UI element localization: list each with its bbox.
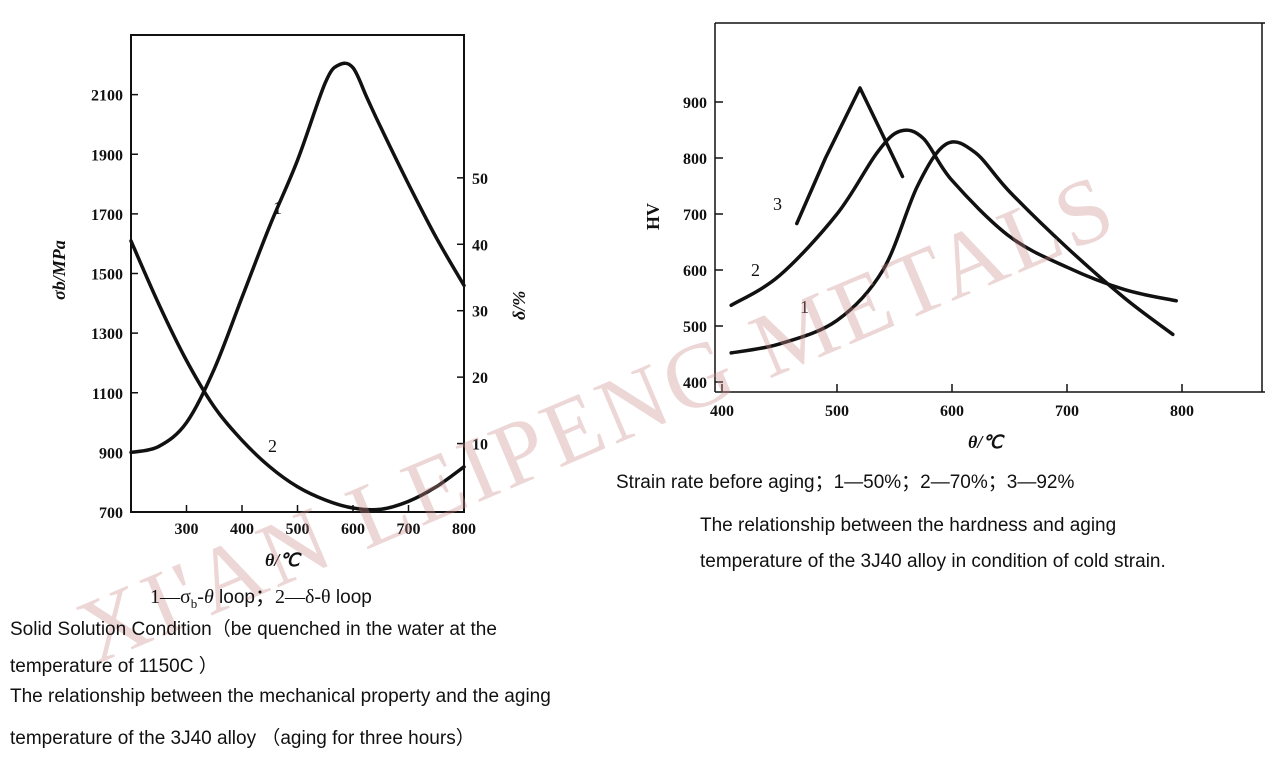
right-x-tick-label: 600 xyxy=(940,403,964,420)
right-x-tick-label: 700 xyxy=(1055,403,1079,420)
right-chart-series xyxy=(729,86,1179,355)
left-x-tick-label: 300 xyxy=(175,521,199,538)
right-caption-line-1: The relationship between the hardness an… xyxy=(700,515,1117,536)
right-x-tick-label: 800 xyxy=(1170,403,1194,420)
right-x-tick-label: 500 xyxy=(825,403,849,420)
left-x-tick-label: 400 xyxy=(230,521,254,538)
left-y-tick-label: 1500 xyxy=(91,267,123,284)
legend-part-sep: ；2—δ-θ xyxy=(254,586,331,608)
left-caption-line-1: Solid Solution Condition（be quenched in … xyxy=(10,619,497,640)
right-caption-line-2: temperature of the 3J40 alloy in conditi… xyxy=(700,551,1166,572)
left-y2-tick-label: 50 xyxy=(472,171,488,188)
right-y-tick-label: 800 xyxy=(683,151,707,168)
right-chart: 400 500 600 700 800 900 400 500 600 700 800 θ/℃ H… xyxy=(643,22,1265,452)
legend-part-sub: b xyxy=(190,595,198,611)
right-chart-legend: Strain rate before aging；1—50%；2—70%；3—9… xyxy=(616,472,1075,493)
left-chart-y2label: δ/% xyxy=(509,291,529,320)
left-caption-line-3: The relationship between the mechanical … xyxy=(10,686,551,707)
right-y-tick-label: 500 xyxy=(683,319,707,336)
left-chart-ylabel: σb/MPa xyxy=(49,240,69,300)
left-y2-tick-label: 40 xyxy=(472,237,488,254)
right-chart-y-ticks: 400 500 600 700 800 900 xyxy=(683,95,723,392)
left-chart-xlabel: θ/℃ xyxy=(265,550,302,570)
right-chart-curve-label-1: 1 xyxy=(800,297,809,317)
right-y-tick-label: 700 xyxy=(683,207,707,224)
right-chart-ylabel: HV xyxy=(643,203,663,230)
left-x-tick-label: 600 xyxy=(341,521,365,538)
right-x-tick-label: 400 xyxy=(710,403,734,420)
left-y-tick-label: 700 xyxy=(99,505,123,522)
right-chart-x-ticks: 400 500 600 700 800 xyxy=(710,384,1194,420)
left-y-tick-label: 1900 xyxy=(91,147,123,164)
left-x-tick-label: 700 xyxy=(397,521,421,538)
right-series-line-2 xyxy=(729,128,1179,308)
left-caption-line-2: temperature of 1150C ） xyxy=(10,656,218,677)
legend-part-loop1: loop xyxy=(213,587,255,608)
left-y2-tick-label: 30 xyxy=(472,304,488,321)
left-chart-series xyxy=(129,61,466,512)
left-series-line-1 xyxy=(129,61,466,455)
right-series-line-3 xyxy=(795,86,905,226)
right-chart-curve-label-2: 2 xyxy=(751,260,760,280)
right-chart-curve-label-3: 3 xyxy=(773,194,782,214)
legend-part-mid: -θ xyxy=(197,586,214,608)
left-series-line-2 xyxy=(129,239,466,512)
legend-part-loop2: loop xyxy=(330,587,372,608)
left-chart-y2-ticks: 10 20 30 40 50 xyxy=(457,171,488,454)
left-y2-tick-label: 20 xyxy=(472,370,488,387)
left-caption-line-4: temperature of the 3J40 alloy （aging for… xyxy=(10,728,475,749)
left-y-tick-label: 900 xyxy=(99,445,123,462)
right-chart-xlabel: θ/℃ xyxy=(968,432,1005,452)
left-y-tick-label: 1300 xyxy=(91,326,123,343)
left-chart-y-ticks: 700 900 1100 1300 1500 1700 1900 2100 xyxy=(91,88,138,522)
right-y-tick-label: 900 xyxy=(683,95,707,112)
left-chart-curve-label-2: 2 xyxy=(268,436,277,456)
left-x-tick-label: 500 xyxy=(286,521,310,538)
left-y-tick-label: 1700 xyxy=(91,207,123,224)
left-chart-legend: 1—σb-θ loop；2—δ-θ loop xyxy=(150,580,372,612)
left-y-tick-label: 1100 xyxy=(92,386,123,403)
left-y-tick-label: 2100 xyxy=(91,88,123,105)
left-x-tick-label: 800 xyxy=(452,521,476,538)
legend-part-prefix: 1—σ xyxy=(150,586,191,608)
right-y-tick-label: 600 xyxy=(683,263,707,280)
left-y2-tick-label: 10 xyxy=(472,437,488,454)
right-series-line-1 xyxy=(729,140,1175,355)
left-chart-x-ticks: 300 400 500 600 700 800 xyxy=(175,505,476,538)
right-y-tick-label: 400 xyxy=(683,375,707,392)
left-chart-curve-label-1: 1 xyxy=(273,198,282,218)
